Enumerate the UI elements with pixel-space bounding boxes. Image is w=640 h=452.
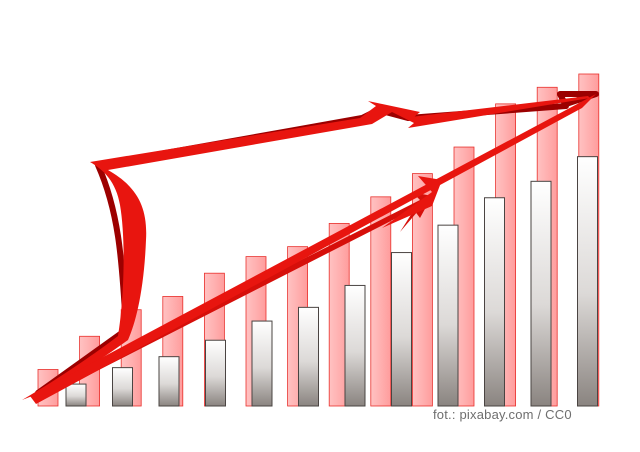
pink-bar — [411, 173, 433, 407]
grey-bar — [205, 339, 226, 407]
photo-credit: fot.: pixabay.com / CC0 — [433, 407, 572, 422]
grey-bar — [112, 367, 133, 407]
grey-bars — [65, 156, 598, 407]
arrow-head — [382, 176, 442, 228]
arrow-straight-shaft — [30, 94, 596, 404]
grey-bar — [298, 306, 319, 407]
grey-bar — [577, 156, 598, 407]
grey-bar — [484, 197, 505, 407]
arrow-body — [22, 96, 590, 400]
grey-bar — [251, 320, 273, 407]
grey-bar — [530, 180, 552, 407]
grey-bar — [344, 284, 366, 407]
grey-bar — [391, 252, 412, 407]
zigzag-arrow — [22, 91, 599, 404]
grey-bar — [437, 224, 459, 407]
pink-bar — [370, 196, 392, 407]
grey-bar — [65, 383, 87, 407]
grey-bar — [158, 356, 180, 407]
